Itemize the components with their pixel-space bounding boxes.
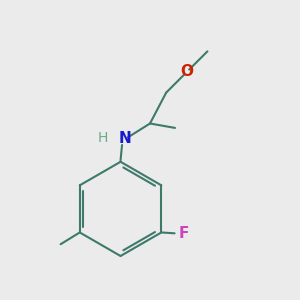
Text: F: F bbox=[178, 226, 189, 242]
Text: O: O bbox=[180, 64, 193, 80]
Text: H: H bbox=[98, 131, 108, 145]
Text: N: N bbox=[118, 131, 131, 146]
